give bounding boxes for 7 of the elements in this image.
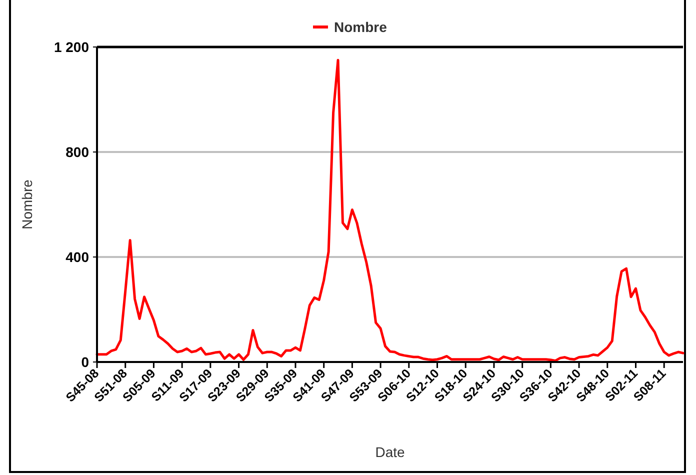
y-axis-title: Nombre bbox=[19, 179, 35, 230]
y-tick-label: 0 bbox=[81, 354, 90, 370]
y-tick-label: 400 bbox=[66, 248, 90, 265]
y-tick-label: 1 200 bbox=[54, 38, 90, 55]
y-tick-label: 800 bbox=[66, 144, 90, 160]
x-axis-title: Date bbox=[375, 444, 405, 460]
legend-label: Nombre bbox=[334, 19, 388, 35]
